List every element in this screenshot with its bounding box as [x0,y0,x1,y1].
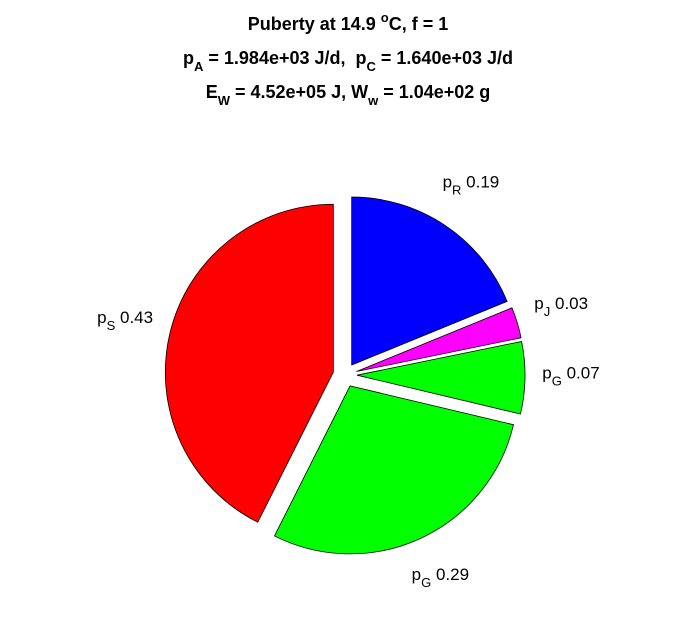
title-part: = 4.52e+05 J, W [230,82,368,102]
label-main: p [534,294,543,313]
label-sub: J [544,304,551,319]
label-main: p [97,308,106,327]
title-part: E [206,82,218,102]
slice-label: pJ 0.03 [534,294,588,319]
title-part: A [194,59,204,74]
chart-title: EW = 4.52e+05 J, Ww = 1.04e+02 g [206,82,491,108]
slice-label: pS 0.43 [97,308,153,333]
pie-slice [164,203,334,523]
pie-slice [356,340,526,415]
chart-title: pA = 1.984e+03 J/d, pC = 1.640e+03 J/d [183,48,513,74]
label-main: p [443,172,452,191]
title-part: W [218,93,231,108]
label-main: p [412,565,421,584]
title-part: o [381,10,389,25]
title-part: C, f = 1 [389,14,449,34]
label-sub: R [452,182,461,197]
chart-title: Puberty at 14.9 oC, f = 1 [248,10,449,34]
label-value: 0.19 [466,172,499,191]
label-sub: S [107,318,116,333]
label-value: 0.07 [567,364,600,383]
slice-label: pR 0.19 [443,172,500,197]
title-part: p [183,48,194,68]
pie-slice [356,307,522,372]
title-part: C [367,59,377,74]
title-part: = 1.04e+02 g [378,82,490,102]
label-main: p [542,364,551,383]
label-sub: G [552,374,562,389]
label-sub: G [421,575,431,590]
label-value: 0.03 [555,294,588,313]
label-value: 0.29 [436,565,469,584]
pie-slice [351,196,508,366]
title-part: = 1.984e+03 J/d, p [203,48,366,68]
title-part: Puberty at 14.9 [248,14,381,34]
pie-slice [273,385,514,555]
label-value: 0.43 [120,308,153,327]
title-part: = 1.640e+03 J/d [376,48,513,68]
slice-label: pG 0.07 [542,364,599,389]
slice-label: pG 0.29 [412,565,469,590]
title-part: w [367,93,379,108]
